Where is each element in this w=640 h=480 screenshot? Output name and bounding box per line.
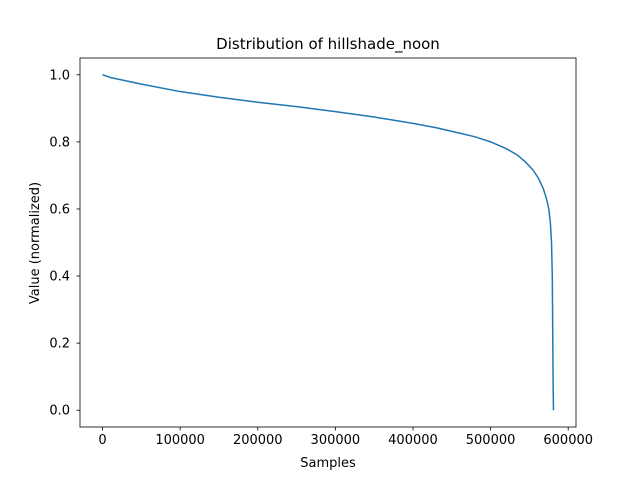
x-tick-label: 0 [98, 433, 106, 448]
y-tick-label: 1.0 [49, 68, 70, 83]
y-axis-title: Value (normalized) [28, 182, 43, 304]
y-tick-label: 0.2 [49, 337, 70, 352]
axes-frame [79, 57, 577, 428]
y-tick-label: 0.4 [49, 270, 70, 285]
plot-area: 0 100000 200000 300000 400000 500000 600000 0.0… [49, 57, 593, 448]
series-line-1 [102, 74, 555, 411]
y-tick-label: 0.6 [49, 202, 70, 217]
x-tick-label: 600000 [543, 433, 593, 448]
x-axis-title: Samples [300, 456, 356, 471]
chart-title: Distribution of hillshade_noon [216, 35, 440, 54]
x-tick-label: 100000 [155, 433, 205, 448]
y-tick-label: 0.8 [49, 135, 70, 150]
y-tick-label: 0.0 [49, 404, 70, 419]
x-tick-label: 300000 [311, 433, 361, 448]
x-tick-label: 400000 [388, 433, 438, 448]
x-tick-label: 500000 [466, 433, 516, 448]
x-tick-label: 200000 [233, 433, 283, 448]
